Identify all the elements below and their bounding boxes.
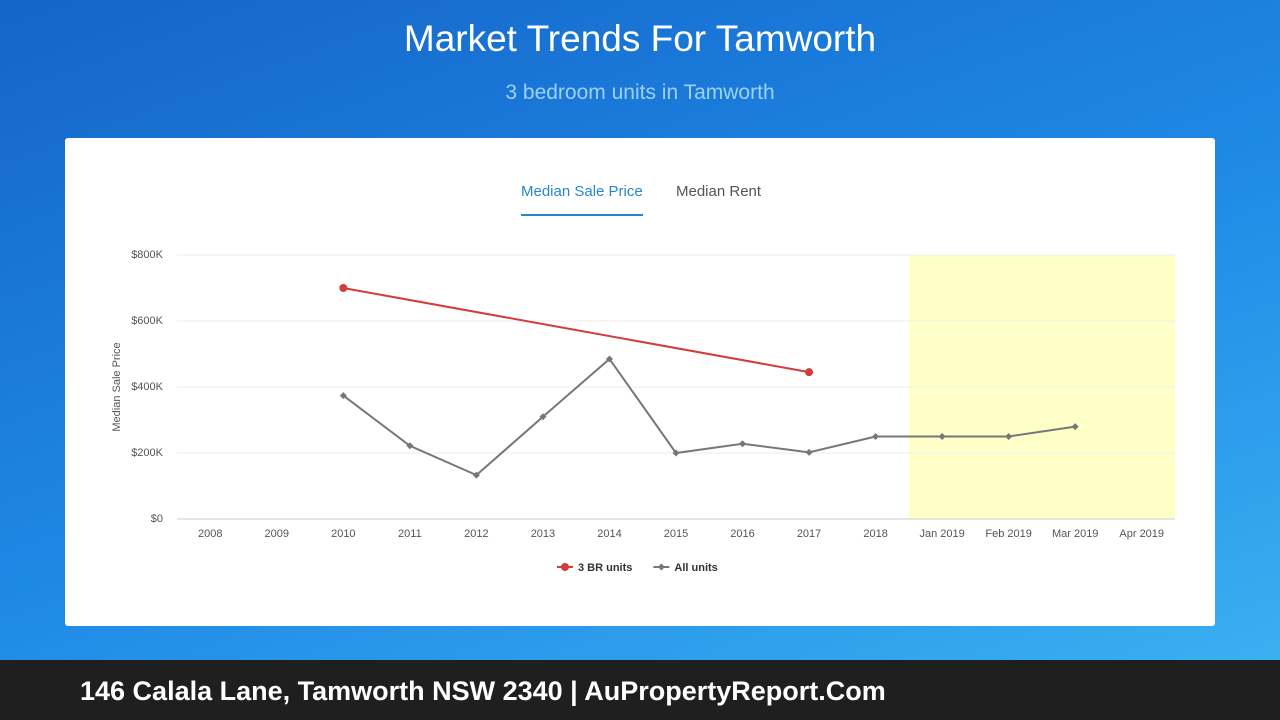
- title: Market Trends For Tamworth: [403, 18, 877, 59]
- x-tick-label: 2017: [797, 528, 821, 540]
- point: [805, 448, 813, 456]
- point: [672, 449, 680, 457]
- tab[interactable]: Median Rent: [676, 183, 762, 200]
- point: [339, 284, 348, 292]
- x-tick-label: Feb 2019: [985, 528, 1031, 540]
- point: [1005, 433, 1013, 440]
- x-tick-label: 2012: [464, 528, 488, 540]
- x-tick-label: 2008: [198, 528, 222, 540]
- point: [339, 392, 347, 400]
- point: [657, 563, 665, 571]
- footer: 146 Calala Lane, Tamworth NSW 2340 | AuP…: [0, 660, 1280, 720]
- y-axis-label: Median Sale Price: [111, 342, 123, 431]
- x-tick-label: Apr 2019: [1119, 528, 1164, 540]
- x-tick-label: Mar 2019: [1052, 528, 1098, 540]
- point: [406, 442, 414, 450]
- legend-label: All units: [674, 562, 717, 574]
- y-tick-label: $600K: [131, 315, 163, 327]
- point: [472, 471, 480, 479]
- x-tick-label: 2013: [531, 528, 555, 540]
- point: [938, 433, 946, 440]
- x-tick-label: 2014: [597, 528, 621, 540]
- y-tick-label: $800K: [131, 249, 163, 261]
- x-tick-label: Jan 2019: [920, 528, 965, 540]
- legend-label: 3 BR units: [578, 562, 632, 574]
- x-tick-label: 2016: [730, 528, 754, 540]
- point: [1071, 423, 1079, 431]
- tab[interactable]: Median Sale Price: [521, 183, 643, 216]
- x-tick-label: 2018: [863, 528, 887, 540]
- point: [605, 355, 613, 363]
- x-tick-label: 2009: [265, 528, 289, 540]
- point: [872, 433, 880, 440]
- x-tick-label: 2015: [664, 528, 688, 540]
- y-tick-label: $0: [151, 513, 163, 525]
- chart: $0 $200K $400K $600K $800K Median Sale Price 2…: [111, 249, 1175, 574]
- x-tick-label: 2011: [398, 528, 422, 540]
- point: [539, 413, 547, 421]
- x-tick-label: 2010: [331, 528, 355, 540]
- y-tick-label: $400K: [131, 381, 163, 393]
- y-tick-label: $200K: [131, 447, 163, 459]
- subtitle: 3 bedroom units in Tamworth: [505, 81, 775, 104]
- series-line: [342, 357, 1076, 477]
- point: [805, 368, 814, 377]
- point: [739, 440, 747, 448]
- series-line: [343, 287, 810, 374]
- point: [561, 563, 569, 571]
